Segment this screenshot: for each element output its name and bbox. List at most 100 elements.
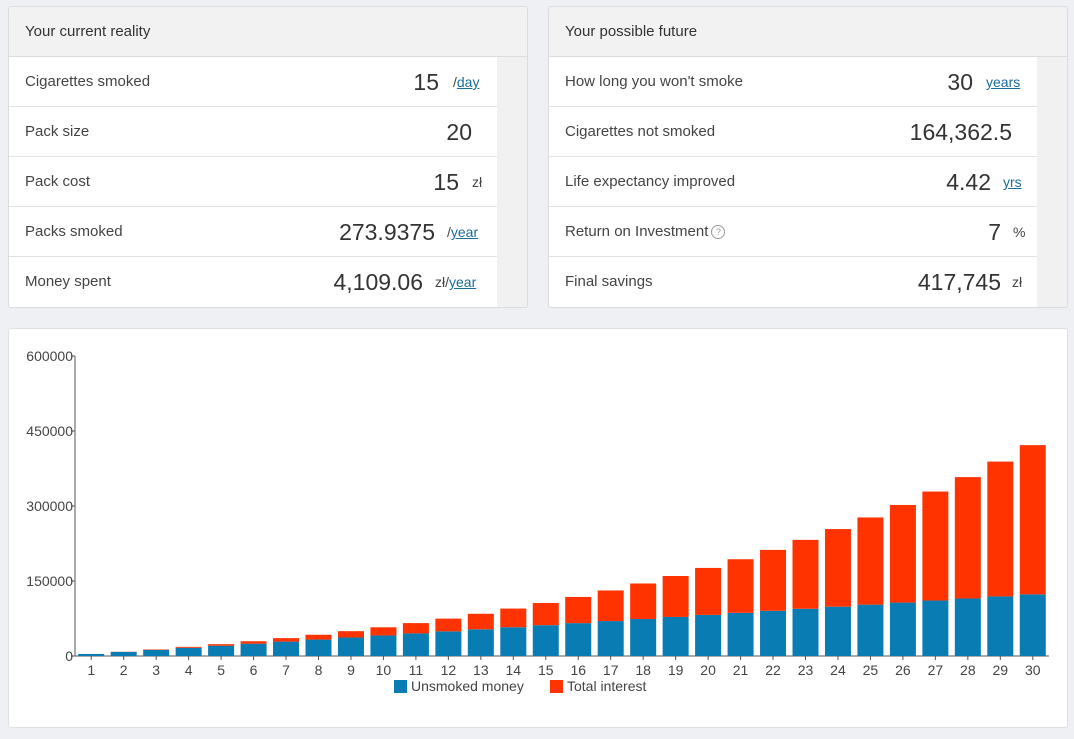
- x-tick-label: 2: [120, 662, 128, 678]
- life-expectancy-value: 4.42: [946, 169, 991, 195]
- x-tick-label: 15: [538, 662, 554, 678]
- unit-day-link[interactable]: day: [456, 74, 480, 90]
- row-cigarettes-smoked: Cigarettes smoked 15 /day: [9, 57, 527, 107]
- y-tick-label: 0: [65, 648, 73, 664]
- bar-unsmoked-money: [532, 625, 559, 656]
- x-tick-label: 29: [993, 662, 1009, 678]
- x-tick-label: 6: [250, 662, 258, 678]
- x-tick-label: 10: [376, 662, 392, 678]
- bar-total-interest: [402, 623, 429, 634]
- bar-total-interest: [208, 644, 235, 646]
- x-tick-label: 28: [960, 662, 976, 678]
- bar-total-interest: [467, 613, 494, 630]
- row-years-not-smoking: How long you won't smoke 30 years: [549, 57, 1067, 107]
- x-tick-label: 1: [87, 662, 95, 678]
- x-tick-label: 25: [863, 662, 879, 678]
- x-tick-label: 20: [700, 662, 716, 678]
- x-tick-label: 22: [765, 662, 781, 678]
- bar-unsmoked-money: [273, 641, 300, 656]
- bar-unsmoked-money: [467, 629, 494, 656]
- bar-total-interest: [695, 567, 722, 615]
- bar-total-interest: [565, 596, 592, 624]
- unit-year-link[interactable]: year: [450, 224, 479, 240]
- bar-unsmoked-money: [889, 602, 916, 656]
- packs-smoked-label: Packs smoked: [25, 223, 123, 240]
- life-expectancy-label: Life expectancy improved: [565, 173, 736, 190]
- bar-unsmoked-money: [662, 616, 689, 656]
- bar-total-interest: [954, 477, 981, 599]
- roi-label: Return on Investment?: [565, 207, 726, 257]
- current-reality-panel: Your current reality Cigarettes smoked 1…: [8, 6, 528, 308]
- unit-year-link[interactable]: year: [449, 274, 477, 290]
- bar-total-interest: [435, 618, 462, 632]
- bar-unsmoked-money: [1019, 594, 1046, 656]
- y-tick-label: 150000: [26, 573, 73, 589]
- current-reality-title: Your current reality: [9, 7, 527, 57]
- bar-total-interest: [857, 517, 884, 605]
- x-tick-label: 13: [473, 662, 489, 678]
- roi-value[interactable]: 7: [988, 219, 1001, 245]
- percent-unit: %: [1013, 224, 1026, 240]
- bar-total-interest: [727, 559, 754, 613]
- bar-total-interest: [240, 641, 267, 644]
- bar-unsmoked-money: [175, 647, 202, 656]
- bar-total-interest: [370, 627, 397, 636]
- x-tick-label: 3: [152, 662, 160, 678]
- row-return-on-investment: Return on Investment? 7 %: [549, 207, 1067, 257]
- final-savings-label: Final savings: [565, 273, 653, 290]
- bar-total-interest: [597, 590, 624, 622]
- x-tick-label: 21: [733, 662, 749, 678]
- final-savings-value: 417,745: [917, 269, 1001, 295]
- x-tick-label: 8: [315, 662, 323, 678]
- money-spent-label: Money spent: [25, 273, 111, 290]
- x-tick-label: 14: [506, 662, 522, 678]
- cigarettes-not-smoked-label: Cigarettes not smoked: [565, 123, 716, 140]
- unit-yrs-link[interactable]: yrs: [1003, 174, 1022, 190]
- bar-total-interest: [337, 631, 364, 638]
- bar-unsmoked-money: [143, 649, 170, 656]
- bar-total-interest: [500, 608, 527, 628]
- x-tick-label: 23: [798, 662, 814, 678]
- bar-total-interest: [760, 549, 787, 611]
- legend-swatch-interest: [550, 680, 563, 693]
- bar-total-interest: [175, 646, 202, 648]
- bar-total-interest: [630, 583, 657, 620]
- info-icon[interactable]: ?: [711, 225, 726, 239]
- pack-size-value[interactable]: 20: [446, 119, 472, 145]
- x-tick-label: 27: [928, 662, 944, 678]
- bar-total-interest: [792, 539, 819, 609]
- bar-total-interest: [889, 504, 916, 603]
- bar-unsmoked-money: [857, 604, 884, 656]
- per-separator: /: [453, 74, 457, 90]
- bar-unsmoked-money: [565, 623, 592, 656]
- pack-cost-value[interactable]: 15: [433, 169, 459, 195]
- x-tick-label: 5: [217, 662, 225, 678]
- bar-total-interest: [824, 529, 851, 607]
- money-spent-value: 4,109.06: [333, 269, 423, 295]
- possible-future-title: Your possible future: [549, 7, 1067, 57]
- years-not-smoking-value[interactable]: 30: [947, 69, 973, 95]
- row-pack-size: Pack size 20: [9, 107, 527, 157]
- row-packs-smoked: Packs smoked 273.9375 /year: [9, 207, 527, 257]
- pack-cost-label: Pack cost: [25, 173, 91, 190]
- unit-years-link[interactable]: years: [986, 74, 1021, 90]
- x-tick-label: 18: [635, 662, 651, 678]
- bar-unsmoked-money: [500, 627, 527, 656]
- row-cigarettes-not-smoked: Cigarettes not smoked 164,362.5: [549, 107, 1067, 157]
- pack-size-label: Pack size: [25, 123, 90, 140]
- bar-total-interest: [662, 575, 689, 617]
- legend-label: Unsmoked money: [411, 678, 524, 694]
- bar-unsmoked-money: [987, 596, 1014, 656]
- x-tick-label: 11: [409, 662, 424, 678]
- cigarettes-not-smoked-value: 164,362.5: [909, 119, 1012, 145]
- bar-total-interest: [305, 634, 332, 640]
- cigarettes-smoked-value[interactable]: 15: [413, 69, 439, 95]
- currency-unit: zł: [472, 174, 483, 190]
- row-life-expectancy: Life expectancy improved 4.42 yrs: [549, 157, 1067, 207]
- bar-total-interest: [1019, 445, 1046, 595]
- x-tick-label: 26: [895, 662, 911, 678]
- legend-swatch-unsmoked: [394, 680, 407, 693]
- bar-unsmoked-money: [305, 639, 332, 656]
- y-tick-label: 450000: [26, 423, 73, 439]
